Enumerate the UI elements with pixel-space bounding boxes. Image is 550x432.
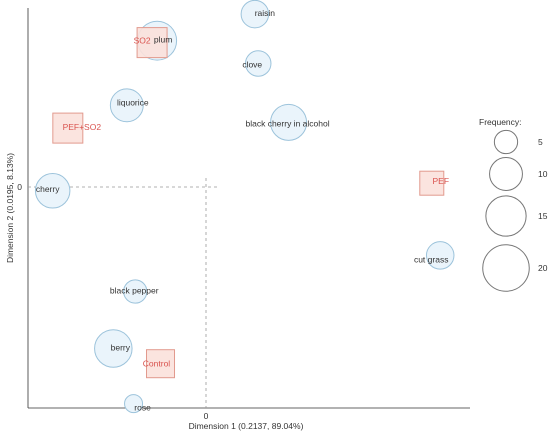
legend-size-label: 15 bbox=[538, 211, 548, 221]
treatment-label: PEF bbox=[433, 176, 450, 186]
legend-size-circle bbox=[485, 195, 527, 237]
point-labels: raisin plum clove liquorice black cherry in … bbox=[36, 8, 449, 413]
treatment-label: SO2 bbox=[134, 36, 151, 46]
attribute-label: cherry bbox=[36, 184, 60, 194]
treatment-marker bbox=[136, 27, 168, 59]
treatment-markers bbox=[52, 27, 445, 379]
plot-frame bbox=[27, 8, 470, 409]
attribute-bubble bbox=[240, 0, 270, 29]
treatment-label: Control bbox=[143, 359, 171, 369]
attribute-label: rose bbox=[134, 403, 151, 413]
treatment-marker bbox=[52, 112, 84, 144]
y-tick-label: 0 bbox=[17, 182, 22, 192]
attribute-bubble bbox=[124, 394, 144, 414]
attribute-label: liquorice bbox=[117, 97, 149, 107]
attribute-label: black pepper bbox=[110, 286, 159, 296]
attribute-bubble bbox=[34, 173, 71, 209]
treatment-marker bbox=[419, 170, 445, 196]
legend-size-circle bbox=[482, 244, 530, 292]
treatment-label: PEF+SO2 bbox=[63, 122, 102, 132]
attribute-label: clove bbox=[242, 60, 262, 70]
tick-labels: 00 bbox=[17, 182, 208, 421]
legend-title: Frequency: bbox=[479, 117, 522, 127]
attribute-label: plum bbox=[154, 35, 172, 45]
attribute-bubble bbox=[244, 50, 272, 77]
treatment-marker bbox=[146, 349, 176, 379]
legend-size-label: 20 bbox=[538, 263, 548, 273]
attribute-label: cut grass bbox=[414, 254, 449, 264]
attribute-bubble bbox=[109, 88, 144, 123]
x-axis-title: Dimension 1 (0.2137, 89.04%) bbox=[189, 421, 304, 431]
attribute-label: berry bbox=[111, 343, 131, 353]
attribute-bubble bbox=[270, 103, 308, 141]
attribute-label: black cherry in alcohol bbox=[246, 118, 330, 128]
x-tick-label: 0 bbox=[204, 411, 209, 421]
attribute-bubble bbox=[94, 329, 133, 368]
legend-size-circle bbox=[493, 129, 519, 155]
attribute-bubble bbox=[425, 241, 455, 270]
legend-size-label: 10 bbox=[538, 169, 548, 179]
attribute-markers bbox=[34, 0, 455, 414]
legend-size-label: 5 bbox=[538, 137, 543, 147]
y-axis-title: Dimension 2 (0.0195, 8.13%) bbox=[5, 153, 15, 263]
attribute-label: raisin bbox=[255, 8, 276, 18]
legend-size-circle bbox=[489, 157, 523, 191]
frequency-legend: Frequency: 5 10 15 20 bbox=[479, 117, 548, 292]
attribute-bubble bbox=[123, 279, 148, 304]
